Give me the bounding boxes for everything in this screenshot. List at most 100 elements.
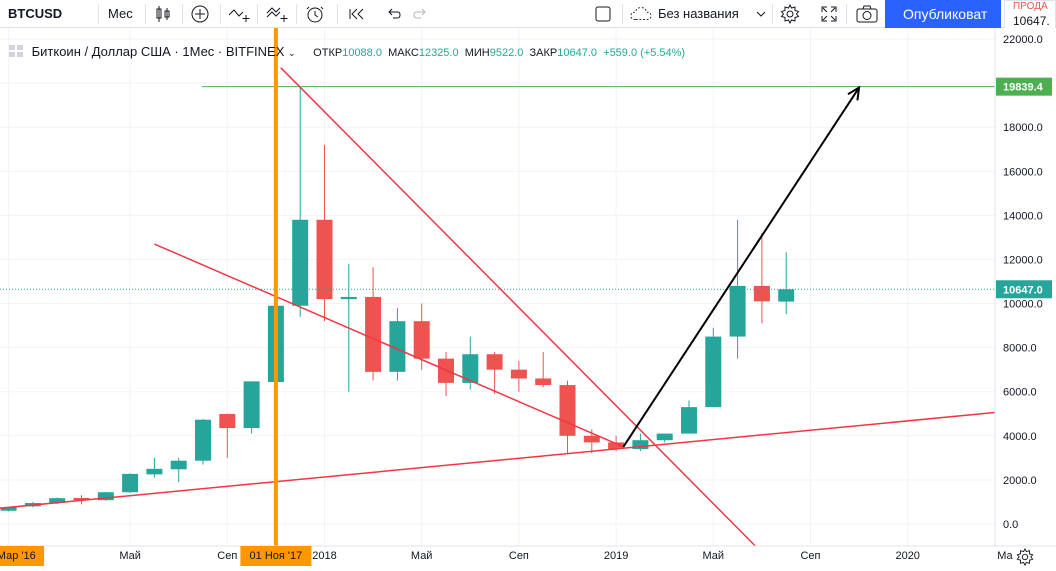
arrow-head (847, 85, 861, 101)
candle-body (462, 354, 479, 383)
candle-body (340, 296, 357, 300)
toolbar-divider (337, 4, 338, 24)
candle-body (365, 296, 382, 372)
toolbar-divider (182, 4, 183, 24)
y-tick-label: 22000.0 (1003, 34, 1043, 46)
candle-body (316, 219, 333, 300)
open-value: 10088.0 (342, 47, 382, 59)
alert-clock-icon[interactable] (305, 3, 327, 25)
strategies-icon[interactable] (266, 3, 288, 25)
y-tick-label: 10000.0 (1003, 299, 1043, 311)
toolbar-divider (846, 4, 847, 24)
y-tick-label: 6000.0 (1003, 387, 1037, 399)
x-tick-label: Май (119, 550, 141, 562)
candles-icon[interactable] (152, 3, 174, 25)
candle-body (146, 468, 163, 475)
candle-body (583, 435, 600, 443)
undo-icon[interactable] (382, 3, 404, 25)
close-value: 10647.0 (557, 47, 598, 59)
toolbar-divider (257, 4, 258, 24)
price-label-badge (996, 77, 1052, 96)
time-axis: 01 Мар '16 Май Сеп 01 Ноя '17 2018 Май Сеп 2019… (0, 545, 1056, 566)
candle-body (389, 321, 406, 372)
candle-body (219, 413, 236, 429)
toolbar-divider (296, 4, 297, 24)
change-value: +559.0 (+5.54%) (603, 47, 686, 59)
fullscreen-toggle-icon[interactable] (592, 3, 614, 25)
candle-body (413, 321, 430, 359)
toolbar-divider (622, 4, 623, 24)
time-label-badge (240, 546, 312, 566)
price-axis: 0.0 2000.0 4000.0 6000.0 8000.0 10000.0 12000.… (994, 28, 1056, 546)
high-value: 12325.0 (418, 47, 459, 59)
publish-button[interactable]: Опубликоват (885, 0, 1001, 28)
toolbar-divider (772, 4, 773, 24)
candle-body (170, 460, 187, 470)
x-tick-label: 2019 (604, 550, 628, 562)
gear-icon[interactable] (1016, 547, 1034, 567)
trend-line (154, 243, 624, 448)
replay-icon[interactable] (346, 3, 368, 25)
candle-body (73, 497, 90, 501)
indicators-plus-icon[interactable] (189, 3, 211, 25)
x-tick-label: Май (411, 550, 433, 562)
candle-body (97, 492, 114, 501)
interval-selector[interactable]: Мес (108, 6, 133, 21)
x-tick-label: 01 Мар '16 (0, 550, 36, 562)
compare-icon[interactable] (228, 3, 250, 25)
candle-body (122, 473, 139, 493)
symbol-search[interactable]: BTCUSD (8, 6, 63, 21)
price-label-badge (996, 280, 1052, 299)
x-tick-label: Май (703, 550, 725, 562)
y-tick-label: 0.0 (1003, 519, 1018, 531)
toolbar-divider (220, 4, 221, 24)
close-label: ЗАКР (529, 47, 558, 59)
candle-body (705, 336, 722, 408)
camera-icon[interactable] (856, 3, 878, 25)
chart-grid (0, 28, 1006, 546)
toolbar-divider (145, 4, 146, 24)
candle-body (753, 285, 770, 302)
legend-symbol-title[interactable]: Биткоин / Доллар США · 1Мес · BITFINEX (31, 44, 285, 59)
candle-body (632, 440, 649, 450)
x-tick-label: 01 Ноя '17 (250, 550, 303, 562)
candle-body (559, 385, 576, 436)
drawings (0, 28, 1005, 566)
toolbar-divider (98, 4, 99, 24)
x-tick-label: 2020 (895, 550, 919, 562)
layout-name[interactable]: Без названия (658, 6, 739, 21)
y-tick-label: 12000.0 (1003, 254, 1043, 266)
price-label: 19839.4 (1003, 82, 1044, 94)
y-tick-label: 14000.0 (1003, 210, 1043, 222)
chart-legend: Биткоин / Доллар США · 1Мес · BITFINEX ⌄… (8, 44, 685, 61)
candle-body (292, 219, 309, 306)
candle-body (608, 442, 625, 450)
candle-body (656, 433, 673, 441)
price-label: 10647.0 (1003, 284, 1043, 296)
sell-label: ПРОДА (1013, 1, 1048, 12)
redo-icon[interactable] (410, 3, 432, 25)
candle-body (681, 407, 697, 434)
high-label: МАКС (388, 47, 419, 59)
y-tick-label: 2000.0 (1003, 475, 1037, 487)
y-tick-label: 18000.0 (1003, 122, 1043, 134)
chevron-down-icon[interactable]: ⌄ (288, 48, 296, 58)
y-tick-label: 4000.0 (1003, 431, 1037, 443)
x-tick-label: Сеп (509, 550, 529, 562)
candle-body (778, 289, 795, 302)
trend-line (280, 67, 763, 554)
expand-icon[interactable] (818, 3, 840, 25)
sell-price: 10647. (1013, 14, 1050, 28)
arrow-line (622, 86, 860, 448)
chevron-down-icon[interactable] (750, 3, 772, 25)
candle-body (729, 285, 746, 337)
candle-body (49, 498, 66, 504)
candle-body (243, 381, 260, 429)
candle-body (510, 369, 527, 379)
y-tick-label: 8000.0 (1003, 343, 1037, 355)
x-tick-label: Сеп (217, 550, 237, 562)
gear-icon[interactable] (779, 3, 801, 25)
legend-drag-icon[interactable] (8, 44, 24, 61)
top-toolbar: BTCUSD Мес Без названия (0, 0, 1056, 28)
